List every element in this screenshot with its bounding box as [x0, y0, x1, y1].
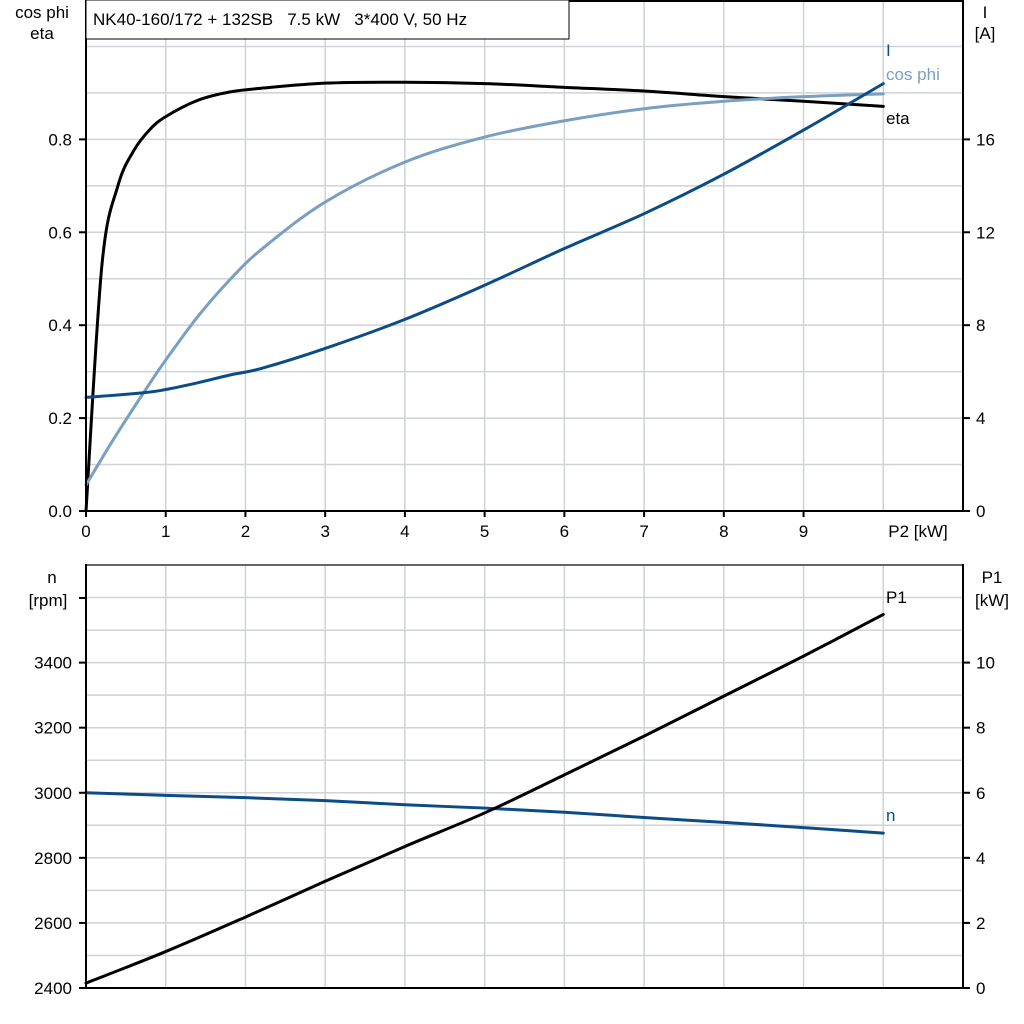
- left-tick-label: 0.8: [48, 130, 72, 149]
- right-tick-label: 6: [976, 784, 985, 803]
- x-tick-label: 0: [81, 522, 90, 541]
- x-tick-label: 6: [560, 522, 569, 541]
- left-tick-label: 0.0: [48, 502, 72, 521]
- series-label-n: n: [886, 806, 895, 825]
- left-tick-label: 2800: [34, 849, 72, 868]
- left-tick-label: 3400: [34, 654, 72, 673]
- x-tick-label: 7: [639, 522, 648, 541]
- series-i-curve: [84, 82, 885, 399]
- series-label-P1: P1: [886, 588, 907, 607]
- chart-title: NK40-160/172 + 132SB 7.5 kW 3*400 V, 50 …: [93, 10, 467, 29]
- series-cos-phi-curve: [84, 92, 885, 487]
- series-label-eta: eta: [886, 109, 910, 128]
- left-tick-label: 2400: [34, 979, 72, 998]
- bottom-right-axis-label-2: [kW]: [975, 591, 1009, 610]
- x-tick-label: 2: [241, 522, 250, 541]
- top-left-axis-label-2: eta: [30, 24, 54, 43]
- right-tick-label: 4: [976, 849, 985, 868]
- series-n-curve: [84, 791, 885, 835]
- right-tick-label: 12: [976, 223, 995, 242]
- right-tick-label: 8: [976, 719, 985, 738]
- top-right-axis-label-1: I: [983, 3, 988, 22]
- x-tick-label: 5: [480, 522, 489, 541]
- left-tick-label: 2600: [34, 914, 72, 933]
- left-tick-label: 0.6: [48, 223, 72, 242]
- curves: [84, 80, 885, 985]
- right-tick-label: 4: [976, 409, 985, 428]
- x-tick-label: 1: [161, 522, 170, 541]
- x-tick-label: 3: [320, 522, 329, 541]
- left-tick-label: 3000: [34, 784, 72, 803]
- x-tick-label: 9: [799, 522, 808, 541]
- series-p1-curve: [84, 612, 885, 985]
- x-tick-label: 8: [719, 522, 728, 541]
- series-label-I: I: [886, 41, 891, 60]
- x-tick-label: 4: [400, 522, 409, 541]
- right-tick-label: 0: [976, 979, 985, 998]
- right-tick-label: 16: [976, 130, 995, 149]
- bottom-chart-grid: [86, 565, 963, 988]
- top-right-axis-label-2: [A]: [975, 24, 996, 43]
- left-tick-label: 0.2: [48, 409, 72, 428]
- right-tick-label: 0: [976, 502, 985, 521]
- bottom-left-axis-label-1: n: [47, 568, 56, 587]
- right-tick-label: 8: [976, 316, 985, 335]
- left-tick-label: 0.4: [48, 316, 72, 335]
- top-left-axis-label-1: cos phi: [15, 3, 69, 22]
- left-tick-label: 3200: [34, 719, 72, 738]
- right-tick-label: 10: [976, 654, 995, 673]
- title-box: [85, 0, 570, 40]
- x-axis-label: P2 [kW]: [888, 522, 948, 541]
- bottom-left-axis-label-2: [rpm]: [29, 591, 68, 610]
- top-chart-grid: [86, 0, 963, 511]
- series-label-cos-phi: cos phi: [886, 65, 940, 84]
- right-tick-label: 2: [976, 914, 985, 933]
- series-eta-curve: [84, 80, 885, 513]
- bottom-right-axis-label-1: P1: [982, 568, 1003, 587]
